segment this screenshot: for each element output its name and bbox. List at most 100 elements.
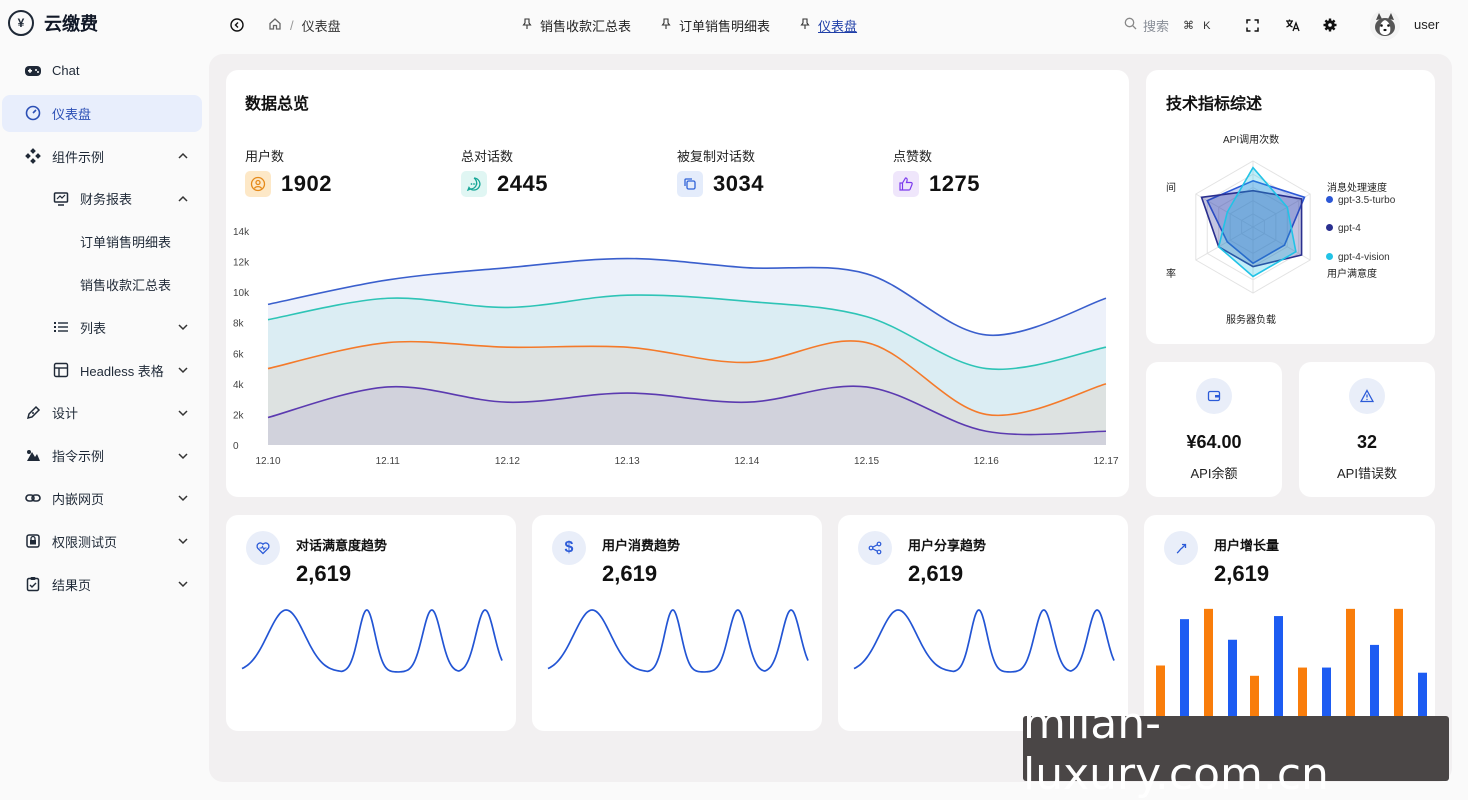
sidebar-item-list[interactable]: 列表 — [2, 309, 202, 346]
bar — [1250, 675, 1259, 731]
stat-value: 3034 — [713, 171, 764, 196]
area-fill — [268, 386, 1106, 445]
pin-icon — [661, 18, 671, 33]
language-button[interactable] — [1278, 11, 1306, 39]
sidebar-item-label: 结果页 — [52, 577, 92, 593]
tab-sales-summary[interactable]: 销售收款汇总表 — [522, 16, 631, 35]
fullscreen-button[interactable] — [1238, 11, 1266, 39]
radar-label-satisfaction: 用户满意度 — [1327, 269, 1377, 280]
tab-label: 仪表盘 — [818, 19, 858, 34]
breadcrumb-current: 仪表盘 — [301, 19, 341, 34]
bar — [1204, 608, 1213, 731]
trend-line-chart — [853, 609, 1115, 673]
pin-icon — [800, 18, 810, 33]
husky-avatar-icon — [1370, 10, 1400, 40]
sidebar-item-label: 仪表盘 — [52, 106, 92, 122]
x-tick-label: 12.17 — [1093, 456, 1118, 467]
bar — [1298, 667, 1307, 731]
stat-likes: 点赞数 1275 — [893, 146, 980, 197]
sidebar-item-components[interactable]: 组件示例 — [2, 138, 202, 175]
sidebar-item-label: 列表 — [80, 320, 107, 336]
search-trigger[interactable]: 搜索 ⌘ K — [1124, 12, 1224, 38]
tech-title: 技术指标综述 — [1166, 96, 1263, 113]
trend-value: 2,619 — [1214, 561, 1270, 586]
settings-button[interactable] — [1316, 11, 1344, 39]
trend-title: 对话满意度趋势 — [296, 538, 388, 553]
y-tick-label: 6k — [233, 349, 245, 360]
sidebar-item-label: 订单销售明细表 — [80, 235, 172, 251]
home-icon[interactable] — [268, 17, 282, 34]
legend-dot — [1326, 224, 1333, 232]
tab-label: 订单销售明细表 — [679, 19, 771, 34]
stat-label: 用户数 — [245, 149, 285, 164]
api-errors-value: 32 — [1356, 432, 1378, 452]
radar-legend: gpt-3.5-turbo gpt-4 gpt-4-vision — [1326, 194, 1395, 265]
collapse-sidebar-button[interactable] — [223, 11, 251, 39]
bar — [1394, 608, 1403, 731]
trend-card-growth: 用户增长量 2,619 — [1144, 515, 1435, 731]
trend-card-sharing: 用户分享趋势 2,619 — [838, 515, 1128, 731]
sidebar-item-sales-summary[interactable]: 销售收款汇总表 — [2, 266, 202, 303]
x-tick-label: 12.12 — [495, 456, 520, 467]
table-icon — [52, 361, 70, 379]
command-icon — [24, 447, 42, 465]
trend-line — [547, 609, 809, 673]
sidebar-item-label: 销售收款汇总表 — [80, 277, 172, 293]
trend-card-satisfaction: 对话满意度趋势 2,619 — [226, 515, 516, 731]
api-errors-caption: API错误数 — [1337, 466, 1397, 481]
watermark: milan-luxury.com.cn — [1023, 698, 1449, 800]
stat-value: 2445 — [497, 171, 548, 196]
translate-icon — [1285, 19, 1300, 32]
components-icon — [24, 147, 42, 165]
chevron-down-icon — [178, 453, 188, 459]
trend-value: 2,619 — [296, 561, 352, 586]
x-tick-label: 12.16 — [974, 456, 999, 467]
api-errors-card: 32 API错误数 — [1299, 362, 1435, 497]
trend-line — [241, 609, 503, 673]
stat-value: 1902 — [281, 171, 332, 196]
share-icon — [858, 531, 892, 565]
sidebar-item-chat[interactable]: Chat — [2, 52, 202, 89]
avatar[interactable] — [1370, 10, 1400, 40]
api-balance-caption: API余额 — [1190, 466, 1238, 481]
legend-label: gpt-4 — [1338, 223, 1361, 235]
radar-axis — [1195, 193, 1254, 228]
bar-chart — [1156, 608, 1427, 731]
sidebar-item-commands[interactable]: 指令示例 — [2, 437, 202, 474]
app-logo[interactable]: ¥ 云缴费 — [8, 10, 98, 36]
trend-line — [853, 609, 1115, 673]
link-icon — [24, 489, 42, 507]
username[interactable]: user — [1414, 17, 1440, 32]
tab-dashboard[interactable]: 仪表盘 — [800, 16, 857, 35]
legend-item[interactable]: gpt-4 — [1326, 222, 1395, 236]
legend-dot — [1326, 252, 1333, 260]
sidebar-item-label: Headless 表格 — [80, 363, 164, 379]
sidebar-item-label: 指令示例 — [52, 449, 105, 465]
sidebar-item-finance-report[interactable]: 财务报表 — [2, 180, 202, 217]
legend-item[interactable]: gpt-3.5-turbo — [1326, 194, 1395, 208]
sidebar-item-order-detail[interactable]: 订单销售明细表 — [2, 223, 202, 260]
x-tick-label: 12.15 — [854, 456, 879, 467]
chat-icon — [461, 171, 487, 197]
legend-item[interactable]: gpt-4-vision — [1326, 251, 1395, 265]
stat-label: 总对话数 — [461, 149, 514, 164]
sidebar-item-dashboard[interactable]: 仪表盘 — [2, 94, 202, 132]
sidebar-item-permission[interactable]: 权限测试页 — [2, 523, 202, 560]
bar — [1180, 619, 1189, 731]
sidebar-item-design[interactable]: 设计 — [2, 394, 202, 431]
stat-conversations: 总对话数 2445 — [461, 146, 548, 197]
series-line — [267, 294, 1107, 371]
sidebar-item-headless-table[interactable]: Headless 表格 — [2, 352, 202, 389]
overview-title: 数据总览 — [245, 96, 310, 113]
sidebar-item-result[interactable]: 结果页 — [2, 566, 202, 603]
api-balance-value: ¥64.00 — [1186, 432, 1242, 452]
trend-title: 用户消费趋势 — [602, 538, 681, 553]
stat-value: 1275 — [929, 171, 980, 196]
radar-label-api: API调用次数 — [1223, 135, 1280, 146]
tab-order-detail[interactable]: 订单销售明细表 — [661, 16, 770, 35]
fullscreen-icon — [1245, 18, 1259, 32]
trend-title: 用户分享趋势 — [908, 538, 987, 553]
sidebar-item-embedded[interactable]: 内嵌网页 — [2, 480, 202, 517]
area-fill — [268, 340, 1106, 445]
dashboard-icon — [24, 104, 42, 122]
